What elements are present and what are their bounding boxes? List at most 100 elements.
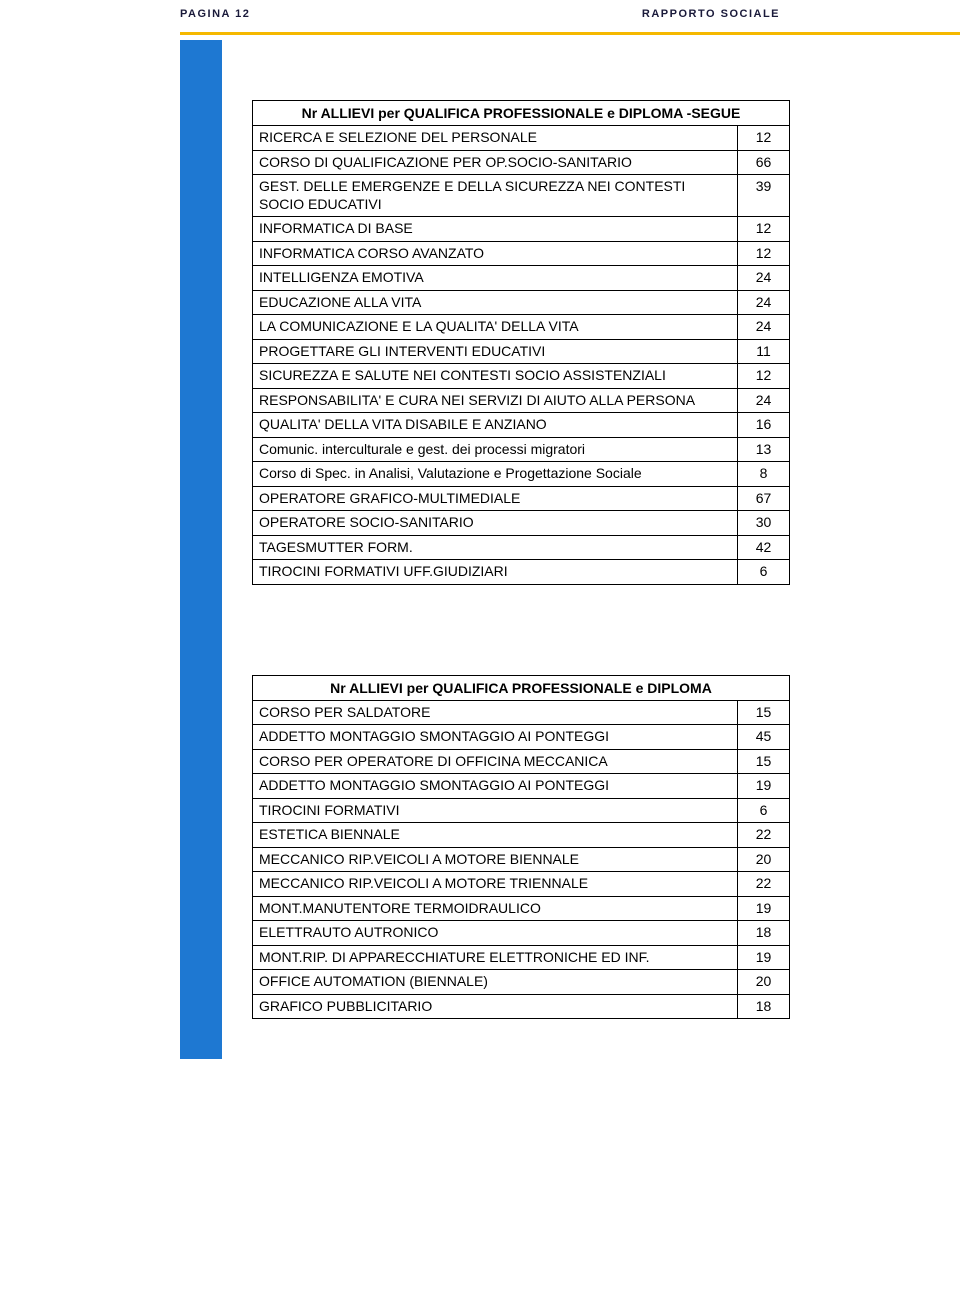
row-label: ADDETTO MONTAGGIO SMONTAGGIO AI PONTEGGI <box>253 774 738 799</box>
row-label: PROGETTARE GLI INTERVENTI EDUCATIVI <box>253 339 738 364</box>
table2-title: Nr ALLIEVI per QUALIFICA PROFESSIONALE e… <box>253 675 790 700</box>
row-label: INTELLIGENZA EMOTIVA <box>253 266 738 291</box>
table-row: TIROCINI FORMATIVI UFF.GIUDIZIARI6 <box>253 560 790 585</box>
table-row: MECCANICO RIP.VEICOLI A MOTORE BIENNALE2… <box>253 847 790 872</box>
table-row: ADDETTO MONTAGGIO SMONTAGGIO AI PONTEGGI… <box>253 725 790 750</box>
row-value: 19 <box>737 945 789 970</box>
row-label: TAGESMUTTER FORM. <box>253 535 738 560</box>
row-label: ADDETTO MONTAGGIO SMONTAGGIO AI PONTEGGI <box>253 725 738 750</box>
table-row: MONT.RIP. DI APPARECCHIATURE ELETTRONICH… <box>253 945 790 970</box>
row-value: 16 <box>737 413 789 438</box>
table-row: OPERATORE GRAFICO-MULTIMEDIALE67 <box>253 486 790 511</box>
content-wrap: Nr ALLIEVI per QUALIFICA PROFESSIONALE e… <box>0 40 960 1059</box>
row-label: RESPONSABILITA' E CURA NEI SERVIZI DI AI… <box>253 388 738 413</box>
table-row: Corso di Spec. in Analisi, Valutazione e… <box>253 462 790 487</box>
table-row: INTELLIGENZA EMOTIVA24 <box>253 266 790 291</box>
table-row: ESTETICA BIENNALE22 <box>253 823 790 848</box>
row-value: 20 <box>737 847 789 872</box>
page-header: PAGINA 12 RAPPORTO SOCIALE <box>0 0 960 24</box>
row-value: 67 <box>737 486 789 511</box>
row-value: 12 <box>737 217 789 242</box>
row-value: 11 <box>737 339 789 364</box>
row-value: 12 <box>737 126 789 151</box>
table-allievi: Nr ALLIEVI per QUALIFICA PROFESSIONALE e… <box>252 675 790 1020</box>
table-row: MECCANICO RIP.VEICOLI A MOTORE TRIENNALE… <box>253 872 790 897</box>
row-label: QUALITA' DELLA VITA DISABILE E ANZIANO <box>253 413 738 438</box>
table1-title: Nr ALLIEVI per QUALIFICA PROFESSIONALE e… <box>253 101 790 126</box>
row-value: 18 <box>737 921 789 946</box>
row-label: CORSO PER SALDATORE <box>253 700 738 725</box>
table-row: INFORMATICA CORSO AVANZATO12 <box>253 241 790 266</box>
table-row: TIROCINI FORMATIVI6 <box>253 798 790 823</box>
row-value: 12 <box>737 364 789 389</box>
row-value: 13 <box>737 437 789 462</box>
sidebar-stripe <box>180 40 222 1059</box>
row-label: MECCANICO RIP.VEICOLI A MOTORE BIENNALE <box>253 847 738 872</box>
table-row: Comunic. interculturale e gest. dei proc… <box>253 437 790 462</box>
table-row: GEST. DELLE EMERGENZE E DELLA SICUREZZA … <box>253 175 790 217</box>
table-row: CORSO PER SALDATORE15 <box>253 700 790 725</box>
row-label: OFFICE AUTOMATION (BIENNALE) <box>253 970 738 995</box>
accent-line <box>180 32 960 35</box>
table-row: OPERATORE SOCIO-SANITARIO30 <box>253 511 790 536</box>
row-label: MONT.MANUTENTORE TERMOIDRAULICO <box>253 896 738 921</box>
row-label: TIROCINI FORMATIVI UFF.GIUDIZIARI <box>253 560 738 585</box>
row-value: 12 <box>737 241 789 266</box>
row-label: ESTETICA BIENNALE <box>253 823 738 848</box>
row-label: TIROCINI FORMATIVI <box>253 798 738 823</box>
row-value: 18 <box>737 994 789 1019</box>
row-label: GEST. DELLE EMERGENZE E DELLA SICUREZZA … <box>253 175 738 217</box>
table-row: CORSO DI QUALIFICAZIONE PER OP.SOCIO-SAN… <box>253 150 790 175</box>
table-row: GRAFICO PUBBLICITARIO18 <box>253 994 790 1019</box>
row-label: SICUREZZA E SALUTE NEI CONTESTI SOCIO AS… <box>253 364 738 389</box>
row-value: 6 <box>737 560 789 585</box>
table-row: ELETTRAUTO AUTRONICO18 <box>253 921 790 946</box>
row-value: 24 <box>737 266 789 291</box>
table-row: PROGETTARE GLI INTERVENTI EDUCATIVI11 <box>253 339 790 364</box>
row-label: RICERCA E SELEZIONE DEL PERSONALE <box>253 126 738 151</box>
row-value: 22 <box>737 872 789 897</box>
row-label: INFORMATICA CORSO AVANZATO <box>253 241 738 266</box>
row-value: 22 <box>737 823 789 848</box>
row-value: 24 <box>737 290 789 315</box>
table-row: RICERCA E SELEZIONE DEL PERSONALE12 <box>253 126 790 151</box>
row-value: 66 <box>737 150 789 175</box>
row-value: 15 <box>737 700 789 725</box>
table-row: LA COMUNICAZIONE E LA QUALITA' DELLA VIT… <box>253 315 790 340</box>
table-row: MONT.MANUTENTORE TERMOIDRAULICO19 <box>253 896 790 921</box>
row-label: Corso di Spec. in Analisi, Valutazione e… <box>253 462 738 487</box>
accent-row <box>0 26 960 40</box>
table-row: SICUREZZA E SALUTE NEI CONTESTI SOCIO AS… <box>253 364 790 389</box>
row-value: 15 <box>737 749 789 774</box>
table-row: TAGESMUTTER FORM.42 <box>253 535 790 560</box>
row-label: LA COMUNICAZIONE E LA QUALITA' DELLA VIT… <box>253 315 738 340</box>
row-value: 42 <box>737 535 789 560</box>
table-row: OFFICE AUTOMATION (BIENNALE)20 <box>253 970 790 995</box>
row-value: 19 <box>737 774 789 799</box>
table-gap <box>252 585 790 675</box>
table-row: QUALITA' DELLA VITA DISABILE E ANZIANO16 <box>253 413 790 438</box>
table-row: RESPONSABILITA' E CURA NEI SERVIZI DI AI… <box>253 388 790 413</box>
row-label: INFORMATICA DI BASE <box>253 217 738 242</box>
row-label: MECCANICO RIP.VEICOLI A MOTORE TRIENNALE <box>253 872 738 897</box>
main-content: Nr ALLIEVI per QUALIFICA PROFESSIONALE e… <box>222 40 960 1059</box>
row-value: 6 <box>737 798 789 823</box>
table-row: CORSO PER OPERATORE DI OFFICINA MECCANIC… <box>253 749 790 774</box>
row-value: 45 <box>737 725 789 750</box>
row-label: OPERATORE GRAFICO-MULTIMEDIALE <box>253 486 738 511</box>
row-value: 39 <box>737 175 789 217</box>
row-value: 30 <box>737 511 789 536</box>
table-row: ADDETTO MONTAGGIO SMONTAGGIO AI PONTEGGI… <box>253 774 790 799</box>
row-label: GRAFICO PUBBLICITARIO <box>253 994 738 1019</box>
row-label: CORSO DI QUALIFICAZIONE PER OP.SOCIO-SAN… <box>253 150 738 175</box>
document-title-label: RAPPORTO SOCIALE <box>642 8 780 20</box>
row-value: 24 <box>737 315 789 340</box>
row-label: OPERATORE SOCIO-SANITARIO <box>253 511 738 536</box>
row-label: Comunic. interculturale e gest. dei proc… <box>253 437 738 462</box>
table-row: EDUCAZIONE ALLA VITA24 <box>253 290 790 315</box>
table-row: INFORMATICA DI BASE12 <box>253 217 790 242</box>
page-number-label: PAGINA 12 <box>180 8 250 20</box>
row-label: ELETTRAUTO AUTRONICO <box>253 921 738 946</box>
row-value: 20 <box>737 970 789 995</box>
row-value: 24 <box>737 388 789 413</box>
